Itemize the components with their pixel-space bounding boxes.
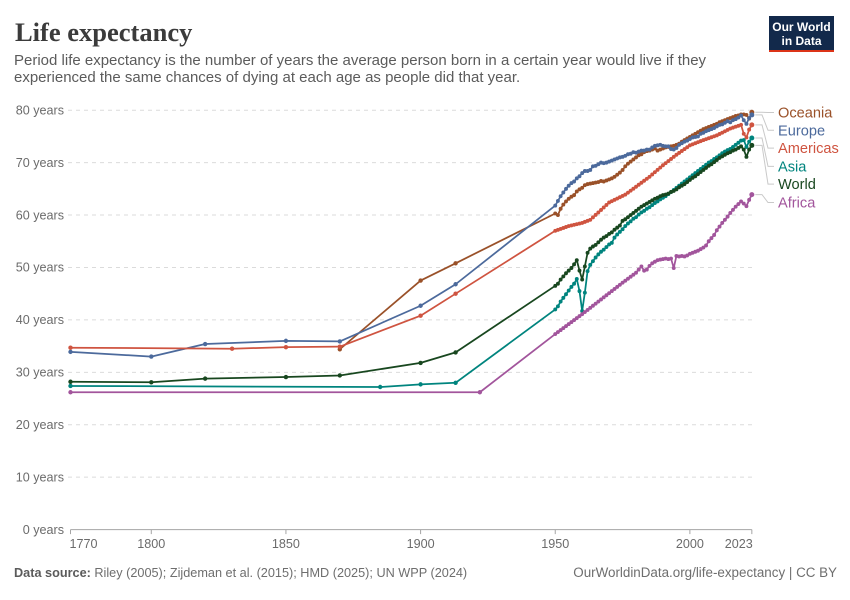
svg-text:Americas: Americas — [778, 141, 839, 157]
svg-text:World: World — [778, 177, 816, 193]
svg-text:40 years: 40 years — [16, 313, 64, 327]
svg-text:Asia: Asia — [778, 159, 807, 175]
svg-text:1800: 1800 — [137, 537, 165, 551]
svg-text:60 years: 60 years — [16, 208, 64, 222]
svg-text:Oceania: Oceania — [778, 106, 833, 122]
svg-text:70 years: 70 years — [16, 156, 64, 170]
svg-text:Europe: Europe — [778, 123, 825, 139]
svg-text:80 years: 80 years — [16, 103, 64, 117]
svg-text:2023: 2023 — [725, 537, 753, 551]
svg-text:0 years: 0 years — [23, 523, 64, 537]
svg-text:2000: 2000 — [676, 537, 704, 551]
svg-text:30 years: 30 years — [16, 366, 64, 380]
svg-text:Africa: Africa — [778, 196, 816, 212]
svg-text:50 years: 50 years — [16, 261, 64, 275]
svg-text:10 years: 10 years — [16, 470, 64, 484]
svg-text:20 years: 20 years — [16, 418, 64, 432]
svg-text:1770: 1770 — [70, 537, 98, 551]
svg-text:1850: 1850 — [272, 537, 300, 551]
svg-text:1950: 1950 — [541, 537, 569, 551]
svg-text:1900: 1900 — [407, 537, 435, 551]
